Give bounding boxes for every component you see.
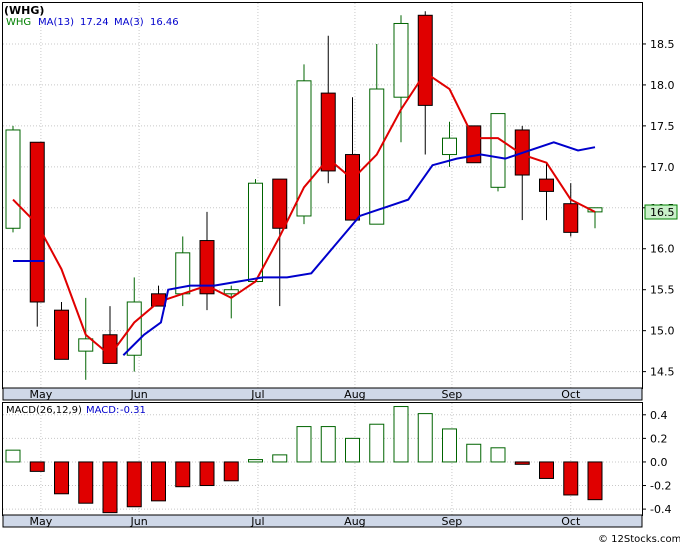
candle-body-19	[466, 125, 482, 164]
legend-ma3-name: MA(3)	[114, 17, 144, 28]
candle-body-23	[563, 203, 579, 233]
macd-bar-16	[393, 406, 409, 463]
candle-body-8	[199, 240, 215, 295]
macd-bar-0	[5, 449, 21, 463]
macd-tick-label-1: 0.2	[650, 432, 668, 445]
candle-body-2	[54, 309, 69, 360]
macd-bar-17	[417, 413, 433, 463]
macd-month-label-1: Jun	[130, 515, 148, 528]
price-tick-label-8: 18.5	[650, 38, 675, 51]
candle-body-17	[417, 14, 433, 106]
price-tick-label-5: 17.0	[650, 161, 675, 174]
last-price-tag	[644, 204, 678, 220]
macd-bar-2	[54, 461, 69, 495]
ma3-line	[12, 71, 596, 357]
price-tick-label-3: 16.0	[650, 243, 675, 256]
macd-bar-5	[126, 461, 142, 508]
macd-bar-6	[151, 461, 166, 502]
macd-month-label-5: Oct	[561, 515, 581, 528]
moving-averages	[12, 71, 596, 357]
macd-grid	[3, 403, 642, 515]
macd-legend-value: -0.31	[120, 405, 146, 416]
candle-body-10	[248, 182, 263, 283]
watermark: © 12Stocks.com	[598, 534, 680, 545]
candle-body-0	[5, 129, 21, 229]
ma13-line	[122, 141, 596, 356]
macd-tick-label-0: 0.4	[650, 409, 668, 422]
macd-bar-15	[369, 423, 385, 463]
candle-body-22	[539, 178, 554, 192]
price-month-label-0: May	[30, 388, 53, 401]
macd-bar-14	[345, 437, 360, 463]
candle-body-11	[272, 178, 288, 229]
price-month-label-3: Aug	[344, 388, 365, 401]
last-price-label: 16.5	[650, 206, 675, 219]
price-tick-label-7: 18.0	[650, 79, 675, 92]
macd-month-label-3: Aug	[344, 515, 365, 528]
macd-legend-label: MACD:	[86, 405, 119, 416]
macd-month-label-2: Jul	[250, 515, 264, 528]
macd-bar-9	[223, 461, 239, 482]
price-month-label-4: Sep	[442, 388, 463, 401]
price-panel-frame	[2, 2, 643, 389]
price-month-labels: May Jun Jul Aug Sep Oct	[30, 388, 581, 401]
macd-bar-23	[563, 461, 579, 496]
candle-body-14	[345, 154, 360, 221]
legend-ticker: WHG	[6, 17, 31, 28]
price-axis-band	[2, 387, 643, 401]
macd-bar-10	[248, 459, 263, 463]
legend-ma3-value: 16.46	[150, 17, 179, 28]
macd-bar-22	[539, 461, 554, 479]
candle-body-1	[29, 141, 45, 303]
candle-body-16	[393, 22, 409, 98]
legend-ma13-value: 17.24	[80, 17, 109, 28]
macd-bar-3	[78, 461, 94, 504]
macd-month-label-0: May	[30, 515, 53, 528]
macd-tick-label-2: 0.0	[650, 456, 668, 469]
price-month-label-1: Jun	[130, 388, 148, 401]
macd-legend-name: MACD(26,12,9)	[6, 405, 82, 416]
candles	[5, 11, 603, 380]
price-month-label-5: Oct	[561, 388, 581, 401]
macd-tick-label-4: -0.4	[650, 503, 671, 516]
macd-bars	[5, 406, 603, 514]
price-month-label-2: Jul	[250, 388, 264, 401]
ticker-title: (WHG)	[4, 4, 44, 17]
candle-body-15	[369, 88, 385, 225]
macd-bar-21	[514, 461, 530, 465]
macd-month-label-4: Sep	[442, 515, 463, 528]
candle-body-13	[320, 92, 336, 172]
macd-bar-11	[272, 454, 288, 463]
macd-bar-18	[442, 428, 457, 463]
macd-bar-12	[296, 426, 312, 463]
price-tick-label-1: 15.0	[650, 325, 675, 338]
macd-bar-13	[320, 426, 336, 463]
macd-month-labels: May Jun Jul Aug Sep Oct	[30, 515, 581, 528]
macd-axis-band	[2, 514, 643, 528]
macd-bar-20	[490, 447, 506, 463]
macd-bar-19	[466, 443, 482, 463]
candle-body-20	[490, 113, 506, 188]
legend-ma13-name: MA(13)	[38, 17, 74, 28]
price-tick-label-2: 15.5	[650, 284, 675, 297]
macd-bar-7	[175, 461, 191, 488]
candle-body-3	[78, 338, 94, 352]
price-tick-label-0: 14.5	[650, 366, 675, 379]
macd-bar-1	[29, 461, 45, 472]
macd-bar-24	[587, 461, 603, 501]
candle-body-9	[223, 289, 239, 295]
macd-tick-label-3: -0.2	[650, 480, 671, 493]
macd-bar-4	[102, 461, 118, 514]
macd-bar-8	[199, 461, 215, 487]
price-y-axis: 14.5 15.0 15.5 16.0 16.5 17.0 17.5 18.0 18.5	[642, 38, 675, 379]
macd-y-axis: 0.4 0.2 0.0 -0.2 -0.4	[642, 409, 671, 516]
price-tick-label-6: 17.5	[650, 120, 675, 133]
candle-body-18	[442, 137, 457, 156]
